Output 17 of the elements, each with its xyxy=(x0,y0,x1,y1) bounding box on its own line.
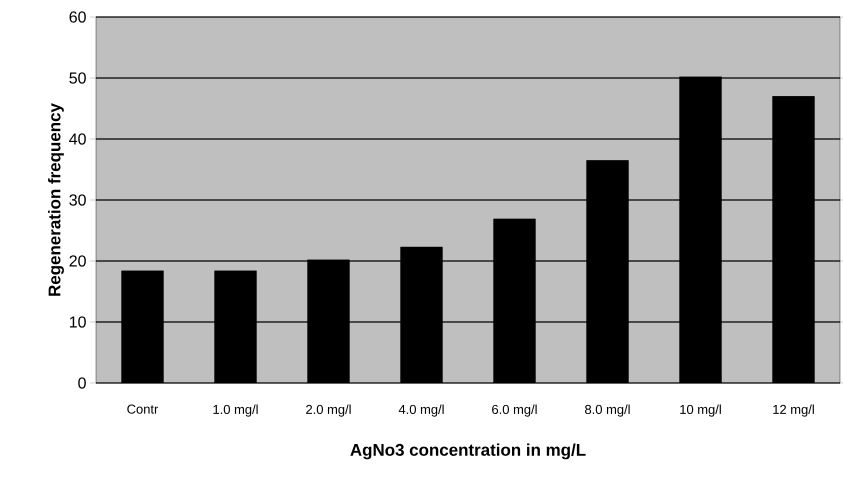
x-tick-label: 10 mg/l xyxy=(680,404,721,417)
x-tick-label: 12 mg/l xyxy=(773,404,814,417)
y-tick-label: 50 xyxy=(69,72,86,84)
y-tick-label: 60 xyxy=(70,11,86,23)
x-tick-label: 1.0 mg/l xyxy=(213,404,258,417)
y-tick-label: 0 xyxy=(78,377,86,389)
x-tick-label: 6.0 mg/l xyxy=(492,404,537,417)
y-tick-label: 40 xyxy=(69,133,86,145)
y-tick-label: 20 xyxy=(70,255,86,267)
x-tick-label: 2.0 mg/l xyxy=(306,404,351,417)
x-tick-label: 8.0 mg/l xyxy=(585,404,630,417)
y-tick-label: 30 xyxy=(69,194,86,206)
y-axis-title: Regeneration frequency xyxy=(48,103,64,296)
x-tick-label: 4.0 mg/l xyxy=(398,404,444,417)
y-tick-label: 10 xyxy=(70,316,86,328)
x-tick-label: Contr xyxy=(127,404,158,414)
x-axis-title: AgNo3 concentration in mg/L xyxy=(350,443,586,460)
